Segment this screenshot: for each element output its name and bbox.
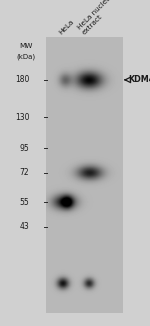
Text: (kDa): (kDa) [17, 54, 36, 60]
Bar [46, 37, 123, 313]
Text: HeLa nuclear
extract: HeLa nuclear extract [76, 0, 119, 35]
Text: MW: MW [20, 43, 33, 49]
Text: KDM4A: KDM4A [128, 75, 150, 84]
Text: 180: 180 [15, 75, 29, 84]
Bar [0, 0, 46, 326]
Text: HeLa: HeLa [58, 18, 75, 35]
Bar [0, 0, 150, 37]
Bar [0, 313, 150, 326]
Text: 130: 130 [15, 113, 29, 122]
Text: 72: 72 [20, 168, 29, 177]
Text: 95: 95 [20, 144, 29, 153]
Text: 43: 43 [20, 222, 29, 231]
Bar [123, 0, 150, 326]
Text: 55: 55 [20, 198, 29, 207]
